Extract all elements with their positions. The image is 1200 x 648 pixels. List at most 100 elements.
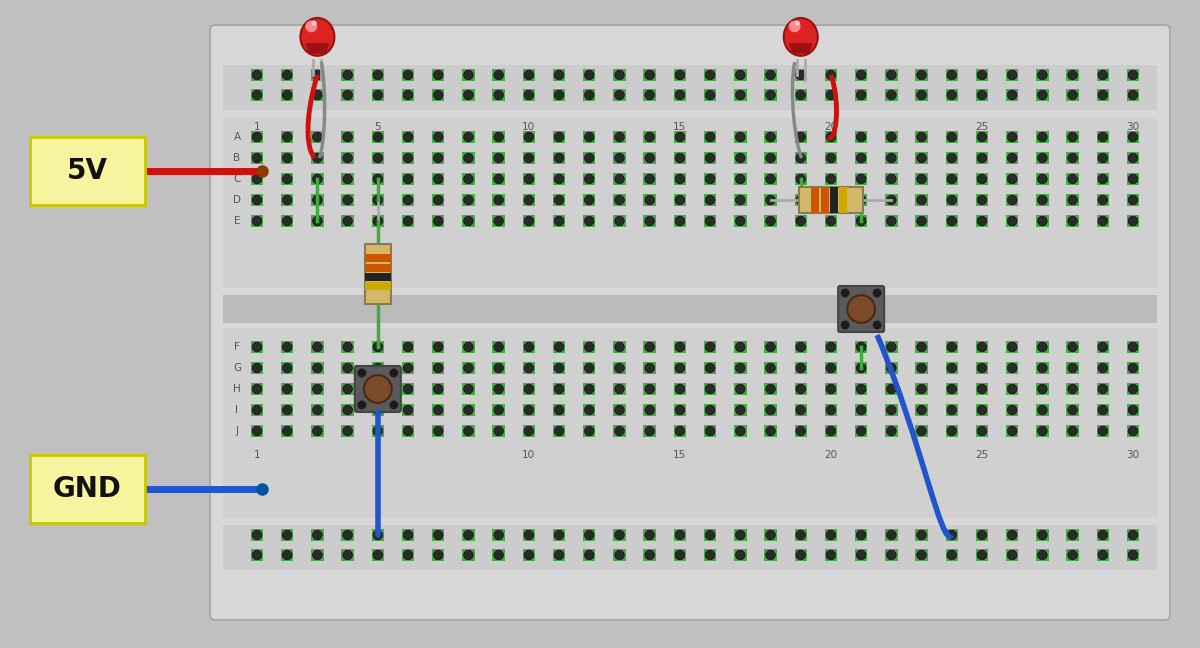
Circle shape — [676, 216, 685, 226]
Circle shape — [872, 288, 882, 297]
Circle shape — [706, 70, 715, 80]
Bar — [281, 529, 294, 541]
Bar — [365, 244, 391, 303]
Circle shape — [584, 342, 594, 352]
Bar — [824, 194, 838, 206]
Circle shape — [917, 405, 926, 415]
Bar — [251, 529, 263, 541]
Circle shape — [796, 550, 805, 560]
Bar — [432, 69, 444, 81]
Bar — [764, 425, 776, 437]
Circle shape — [1068, 530, 1078, 540]
Circle shape — [796, 70, 805, 80]
Bar — [764, 173, 776, 185]
Bar — [342, 194, 354, 206]
Bar — [1127, 425, 1139, 437]
Circle shape — [1038, 90, 1048, 100]
Bar — [1097, 404, 1109, 416]
Bar — [553, 131, 565, 143]
Bar — [946, 341, 958, 353]
Circle shape — [282, 216, 292, 226]
Circle shape — [977, 132, 986, 142]
Circle shape — [554, 342, 564, 352]
Bar — [886, 173, 898, 185]
Circle shape — [1098, 342, 1108, 352]
Bar — [372, 214, 384, 227]
Circle shape — [1068, 342, 1078, 352]
Circle shape — [343, 405, 353, 415]
Bar — [432, 425, 444, 437]
Circle shape — [614, 90, 624, 100]
FancyBboxPatch shape — [30, 455, 145, 523]
Circle shape — [313, 342, 323, 352]
Circle shape — [706, 153, 715, 163]
Bar — [311, 549, 324, 561]
Circle shape — [614, 342, 624, 352]
Bar — [799, 187, 863, 213]
Circle shape — [494, 342, 504, 352]
Circle shape — [403, 342, 413, 352]
Bar — [976, 131, 988, 143]
Circle shape — [947, 384, 956, 394]
Circle shape — [736, 530, 745, 540]
Bar — [916, 549, 928, 561]
Circle shape — [373, 153, 383, 163]
Ellipse shape — [312, 21, 317, 25]
Circle shape — [433, 132, 443, 142]
Circle shape — [1068, 216, 1078, 226]
Bar — [613, 404, 625, 416]
Circle shape — [524, 216, 534, 226]
Bar — [311, 529, 324, 541]
Bar — [613, 194, 625, 206]
Circle shape — [766, 405, 775, 415]
Bar — [824, 362, 838, 374]
Circle shape — [1128, 405, 1138, 415]
Circle shape — [826, 90, 835, 100]
Bar — [432, 341, 444, 353]
Circle shape — [857, 195, 866, 205]
Bar — [372, 383, 384, 395]
Circle shape — [1128, 174, 1138, 184]
Circle shape — [584, 153, 594, 163]
Bar — [1036, 69, 1049, 81]
Circle shape — [282, 426, 292, 436]
Circle shape — [524, 363, 534, 373]
Bar — [492, 214, 505, 227]
Bar — [1067, 194, 1079, 206]
Text: GND: GND — [53, 475, 122, 503]
Circle shape — [524, 405, 534, 415]
Bar — [946, 383, 958, 395]
Bar — [854, 69, 868, 81]
Circle shape — [1007, 195, 1016, 205]
Bar — [1067, 425, 1079, 437]
Circle shape — [706, 90, 715, 100]
Bar — [372, 69, 384, 81]
Circle shape — [433, 195, 443, 205]
Circle shape — [463, 342, 473, 352]
Circle shape — [403, 384, 413, 394]
Circle shape — [1038, 426, 1048, 436]
Bar — [946, 404, 958, 416]
Text: 20: 20 — [824, 122, 838, 132]
Bar — [402, 362, 414, 374]
Circle shape — [676, 132, 685, 142]
Text: D: D — [233, 195, 241, 205]
Circle shape — [524, 342, 534, 352]
Bar — [1097, 152, 1109, 164]
Circle shape — [796, 426, 805, 436]
Circle shape — [676, 550, 685, 560]
Bar — [492, 152, 505, 164]
Bar — [523, 214, 535, 227]
Bar — [1067, 549, 1079, 561]
Bar — [462, 214, 475, 227]
Bar — [553, 549, 565, 561]
Circle shape — [826, 195, 835, 205]
Bar — [492, 194, 505, 206]
Ellipse shape — [305, 21, 317, 32]
Circle shape — [977, 405, 986, 415]
Bar — [402, 549, 414, 561]
Circle shape — [1128, 530, 1138, 540]
Bar — [613, 362, 625, 374]
Bar — [223, 65, 1157, 110]
Circle shape — [706, 216, 715, 226]
